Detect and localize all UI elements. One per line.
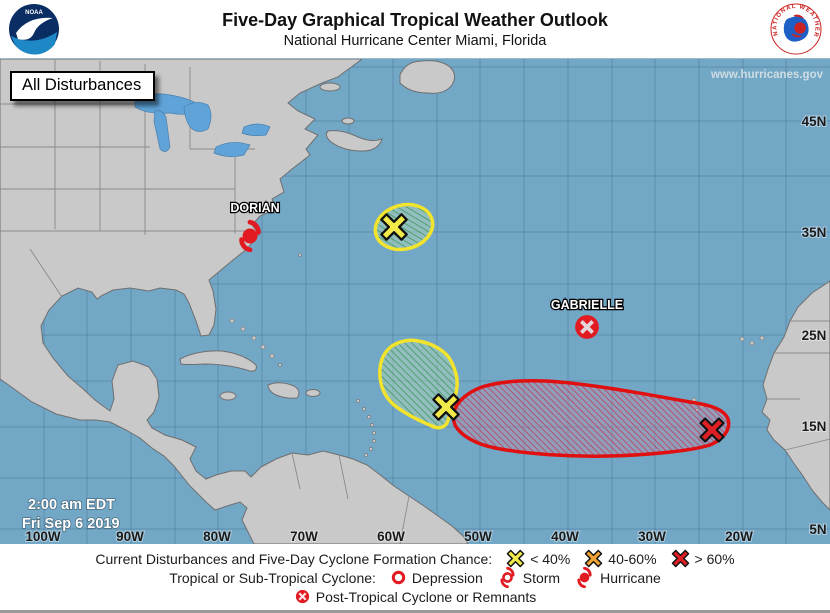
legend-item-depression: Depression (390, 569, 483, 586)
x-high-icon (671, 549, 689, 568)
newfoundland (399, 60, 456, 94)
mode-label-box: All Disturbances (10, 71, 156, 101)
legend: Current Disturbances and Five-Day Cyclon… (0, 544, 830, 613)
mode-label: All Disturbances (22, 76, 142, 94)
africa-landmass (761, 280, 830, 511)
legend-item-low: < 40% (506, 549, 570, 568)
puerto-rico (305, 389, 321, 397)
svg-text:20W: 20W (725, 529, 753, 544)
svg-text:15N: 15N (802, 419, 827, 434)
legend-row-post-tropical: Post-Tropical Cyclone or Remnants (0, 587, 830, 606)
svg-text:5N: 5N (809, 522, 826, 537)
legend-row-formation-chance: Current Disturbances and Five-Day Cyclon… (0, 549, 830, 568)
svg-text:NOAA: NOAA (25, 10, 43, 16)
svg-text:50W: 50W (464, 529, 492, 544)
nws-logo-icon: NATIONAL WEATHER SERVICE (770, 3, 822, 55)
legend-row-cyclone-types: Tropical or Sub-Tropical Cyclone: Depres… (0, 567, 830, 588)
disturbance-area-low-1 (373, 202, 435, 252)
legend-item-hurricane: Hurricane (574, 567, 661, 588)
legend-item-medium-label: 40-60% (608, 550, 657, 567)
outlook-map[interactable]: DORIAN GABRIELLE www.hurricanes.gov 45N … (0, 59, 830, 544)
longitude-labels: 100W 90W 80W 70W 60W 50W 40W 30W 20W (24, 528, 754, 544)
svg-text:45N: 45N (802, 114, 827, 129)
legend-item-low-label: < 40% (530, 550, 571, 567)
cuba (179, 350, 257, 372)
small-islands (229, 253, 765, 457)
svg-text:2:00 am EDT: 2:00 am EDT (28, 497, 115, 513)
disturbance-area-low-2 (378, 338, 459, 430)
post-tropical-gabrielle-icon (575, 315, 599, 339)
x-marker-low-1 (380, 213, 408, 241)
x-marker-low-2 (432, 393, 460, 421)
landmasses (0, 59, 830, 544)
header-titles: Five-Day Graphical Tropical Weather Outl… (60, 9, 770, 48)
post-tropical-icon (295, 589, 309, 604)
nova-scotia (325, 130, 383, 152)
outlook-map-graphic: DORIAN GABRIELLE www.hurricanes.gov 45N … (0, 59, 830, 544)
storm-label-dorian: DORIAN (230, 201, 279, 215)
svg-text:25N: 25N (802, 328, 827, 343)
legend-item-high-label: > 60% (694, 550, 735, 567)
legend-cyclone-label: Tropical or Sub-Tropical Cyclone: (169, 569, 376, 586)
hispaniola (267, 382, 300, 399)
svg-text:Fri Sep 6 2019: Fri Sep 6 2019 (22, 516, 120, 532)
depression-icon (391, 570, 406, 585)
legend-formation-chance-label: Current Disturbances and Five-Day Cyclon… (95, 550, 493, 567)
header: NOAA Five-Day Graphical Tropical Weather… (0, 0, 830, 59)
x-medium-icon (585, 549, 603, 568)
page-subtitle: National Hurricane Center Miami, Florida (283, 32, 547, 49)
svg-text:35N: 35N (802, 225, 827, 240)
svg-text:70W: 70W (290, 529, 318, 544)
prince-edward-island (341, 117, 355, 125)
americas-landmass (0, 59, 469, 544)
svg-text:60W: 60W (377, 529, 405, 544)
hurricane-icon (577, 567, 592, 588)
political-borders (0, 59, 830, 544)
x-low-icon (506, 549, 525, 568)
legend-item-hurricane-label: Hurricane (600, 569, 661, 586)
formation-chance-markers (380, 213, 725, 443)
storm-icon (500, 567, 515, 588)
legend-item-storm: Storm (497, 567, 560, 588)
x-marker-high (699, 417, 725, 443)
storm-label-gabrielle: GABRIELLE (551, 298, 623, 312)
page-title: Five-Day Graphical Tropical Weather Outl… (222, 10, 608, 31)
svg-text:90W: 90W (116, 529, 144, 544)
legend-item-depression-label: Depression (411, 569, 483, 586)
legend-item-storm-label: Storm (522, 569, 561, 586)
noaa-logo-icon: NOAA (9, 4, 59, 55)
anticosti-island (319, 82, 341, 92)
jamaica (219, 391, 237, 401)
disturbance-area-high (451, 379, 731, 458)
svg-text:80W: 80W (203, 529, 231, 544)
svg-text:100W: 100W (25, 529, 61, 544)
legend-item-post-tropical: Post-Tropical Cyclone or Remnants (294, 588, 536, 605)
legend-item-high: > 60% (671, 549, 735, 568)
svg-text:40W: 40W (551, 529, 579, 544)
legend-item-post-tropical-label: Post-Tropical Cyclone or Remnants (315, 588, 537, 605)
website-watermark: www.hurricanes.gov (710, 69, 824, 81)
issuance-timestamp: 2:00 am EDT Fri Sep 6 2019 (21, 496, 120, 533)
hurricane-dorian-icon (239, 219, 261, 253)
latitude-labels: 45N 35N 25N 15N 5N (801, 113, 828, 538)
legend-item-medium: 40-60% (584, 549, 657, 568)
disturbance-areas (373, 202, 731, 458)
svg-text:30W: 30W (638, 529, 666, 544)
